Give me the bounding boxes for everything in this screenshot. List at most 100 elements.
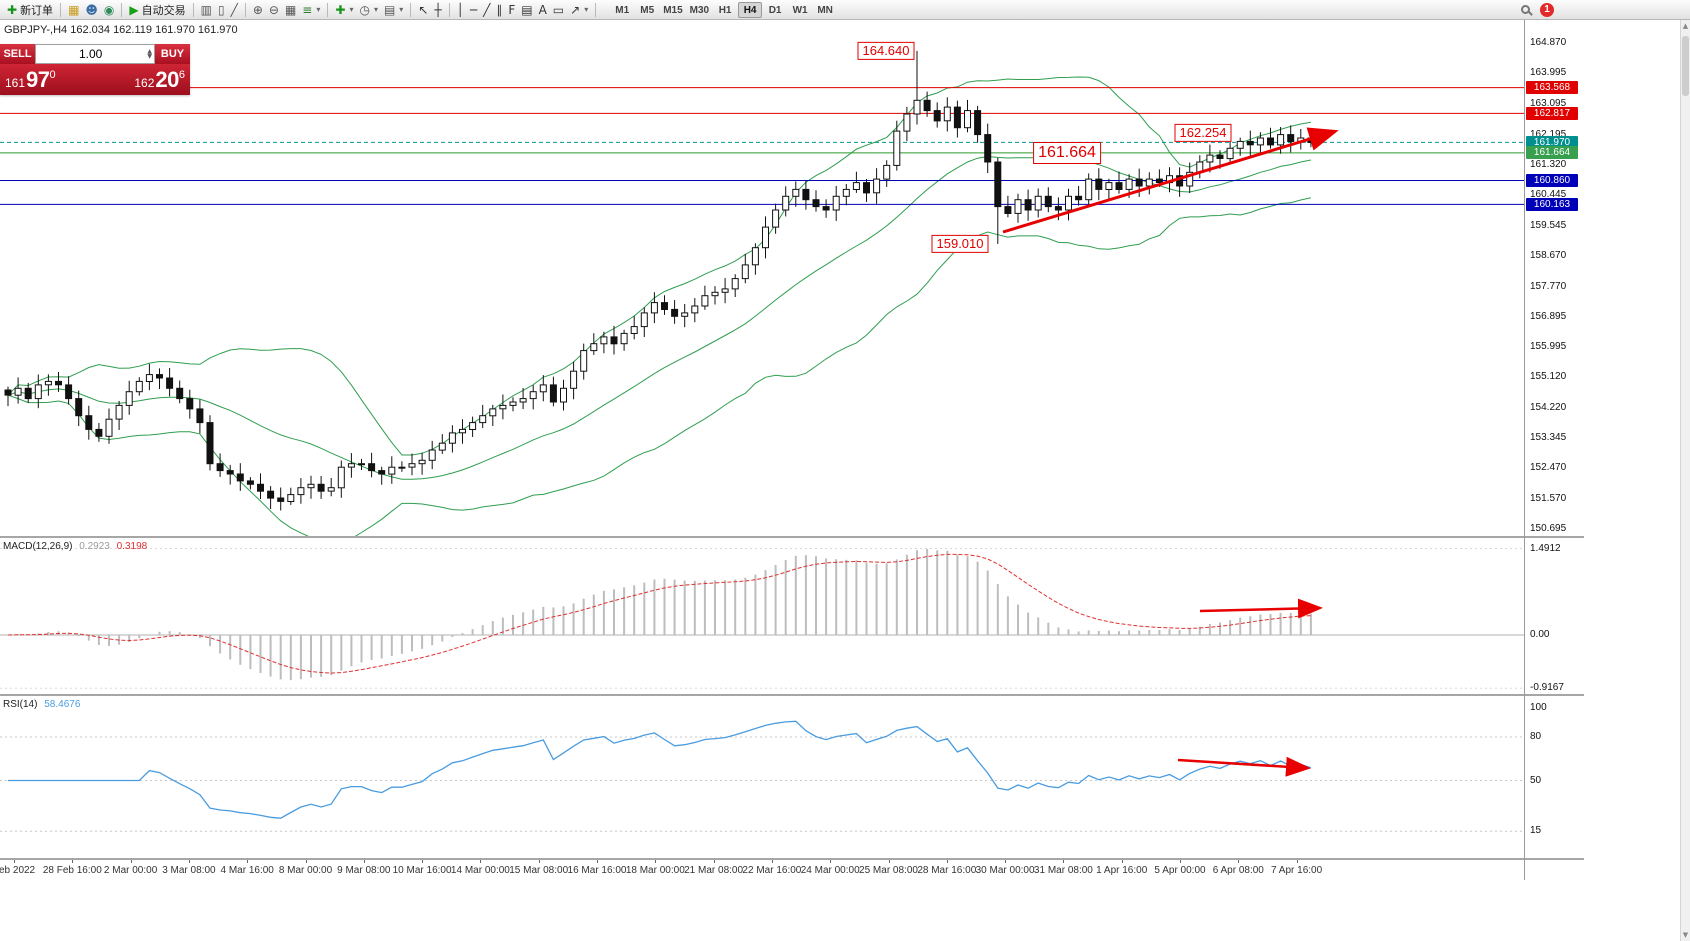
time-axis-tick <box>1180 860 1181 863</box>
scroll-up-arrow[interactable]: ▲ <box>1682 22 1689 30</box>
rsi-indicator-panel[interactable] <box>0 696 1524 858</box>
text-icon-glyph: A <box>538 2 547 17</box>
macd-scale-label: 1.4912 <box>1530 542 1561 554</box>
macd-name: MACD(12,26,9) <box>3 541 73 552</box>
price-level-badge[interactable]: 163.568 <box>1526 81 1578 95</box>
timeframe-m30[interactable]: M30 <box>689 4 710 16</box>
zoom-in-icon[interactable]: ⊕ <box>250 1 266 19</box>
time-axis-tick <box>1063 860 1065 863</box>
time-axis-label: 31 Mar 08:00 <box>1033 865 1093 876</box>
timeframe-w1[interactable]: W1 <box>792 4 808 16</box>
price-axis-tick: 152.470 <box>1530 462 1567 474</box>
new-order-button-label: 新订单 <box>20 4 54 17</box>
price-axis-tick: 162.195 <box>1530 128 1567 140</box>
price-level-badge[interactable]: 160.163 <box>1526 197 1578 211</box>
trendline-icon[interactable]: ╱ <box>480 1 493 19</box>
price-level-badge[interactable]: 161.664 <box>1526 146 1578 160</box>
buy-button[interactable]: BUY <box>155 44 190 64</box>
add-indicator-icon[interactable]: ✚ ▾ <box>332 1 356 19</box>
rsi-scale-label: 100 <box>1530 702 1547 713</box>
scroll-down-arrow[interactable]: ▼ <box>1682 931 1689 939</box>
timeframe-m15[interactable]: M15 <box>663 4 683 16</box>
autotrading-button[interactable]: ▶ 自动交易 <box>126 1 188 19</box>
horizontal-line-icon[interactable]: ─ <box>467 1 480 19</box>
add-indicator-icon-glyph: ✚ <box>335 2 346 17</box>
rsi-name: RSI(14) <box>3 699 38 710</box>
time-axis-label: 9 Mar 08:00 <box>337 865 391 876</box>
time-axis-tick <box>713 860 715 863</box>
vertical-line-icon-glyph: │ <box>456 2 464 17</box>
crosshair-icon[interactable]: ┼ <box>431 1 444 19</box>
price-axis-tick: 160.445 <box>1530 188 1567 200</box>
timeframe-m1[interactable]: M1 <box>615 4 630 16</box>
panel-splitter[interactable] <box>0 536 1584 538</box>
time-axis-label: 25 Mar 08:00 <box>859 865 918 876</box>
price-level-badge[interactable]: 160.860 <box>1526 174 1578 187</box>
price-annotation[interactable]: 162.254 <box>1174 123 1232 142</box>
vertical-scrollbar[interactable]: ▲ ▼ <box>1680 20 1690 941</box>
new-order-button[interactable]: ✚ 新订单 <box>4 1 56 19</box>
sell-button[interactable]: SELL <box>0 44 35 64</box>
candlestick-series <box>4 50 1315 511</box>
trend-arrow-main <box>1002 127 1339 234</box>
time-axis-label: 2 Mar 00:00 <box>103 865 158 876</box>
macd-signal-line <box>7 553 1311 674</box>
bar-chart-icon[interactable]: ▥ <box>198 1 215 19</box>
macd-indicator-panel[interactable] <box>0 538 1524 694</box>
candlestick-chart-icon[interactable]: ▯ <box>215 1 228 19</box>
price-level-badge[interactable]: 161.970 <box>1526 135 1578 149</box>
symbol-quote-readout: GBPJPY-,H4 162.034 162.119 161.970 161.9… <box>4 24 238 36</box>
text-label-icon[interactable]: ▭ <box>550 1 567 19</box>
tile-windows-icon[interactable]: ▦ <box>282 1 299 19</box>
time-axis-tick <box>363 860 365 863</box>
notification-badge[interactable]: 1 <box>1540 2 1554 17</box>
scrollbar-thumb[interactable] <box>1682 36 1689 96</box>
arrows-icon[interactable]: ↗ ▾ <box>567 1 591 19</box>
dropdown-caret-icon: ▾ <box>584 5 589 14</box>
text-icon[interactable]: A <box>536 1 550 19</box>
timeframe-mn[interactable]: MN <box>817 4 833 16</box>
toolbar-separator <box>244 2 246 17</box>
fibonacci-icon[interactable]: F <box>505 1 518 19</box>
timeframe-d1[interactable]: D1 <box>768 4 782 16</box>
timeframe-m5[interactable]: M5 <box>640 4 655 16</box>
periods-icon[interactable]: ◷ ▾ <box>356 1 381 19</box>
volume-input[interactable] <box>36 47 146 61</box>
price-annotation[interactable]: 164.640 <box>857 41 915 61</box>
buy-price-display[interactable]: 162206 <box>134 66 185 92</box>
time-axis-label: 22 Mar 16:00 <box>742 865 802 876</box>
channel-icon[interactable]: ∥ <box>493 1 505 19</box>
time-axis-tick <box>771 860 773 863</box>
templates-icon[interactable]: ▤ ▾ <box>381 1 406 19</box>
timeframe-h1[interactable]: H1 <box>718 4 732 16</box>
price-annotation[interactable]: 159.010 <box>931 234 989 254</box>
volume-spinner[interactable]: ▲ ▼ <box>147 48 152 60</box>
time-axis-tick <box>188 860 190 863</box>
profile-icon-glyph: ☻ <box>85 2 98 17</box>
market-watch-icon[interactable]: ◉ <box>101 1 117 19</box>
profile-icon[interactable]: ☻ <box>82 1 101 19</box>
toolbar-separator <box>448 2 450 17</box>
time-axis-label: 6 Apr 08:00 <box>1212 865 1264 876</box>
price-level-badge[interactable]: 162.817 <box>1526 106 1578 120</box>
zoom-out-icon[interactable]: ⊖ <box>266 1 282 19</box>
periods-icon-glyph: ◷ <box>359 2 370 17</box>
fibonacci-icon-glyph: F <box>508 2 516 17</box>
line-chart-icon[interactable]: ╱ <box>228 1 241 19</box>
sell-price-display[interactable]: 161970 <box>5 66 56 92</box>
grid-icon[interactable]: ▤ <box>518 1 535 19</box>
indicators-list-icon[interactable]: ≡ ▾ <box>299 1 323 19</box>
cursor-icon[interactable]: ↖ <box>415 1 431 19</box>
time-axis-tick <box>888 860 890 863</box>
zoom-out-icon-glyph: ⊖ <box>268 2 279 17</box>
charts-window-icon[interactable]: ▦ <box>65 1 82 19</box>
panel-splitter[interactable] <box>0 694 1584 696</box>
search-icon[interactable] <box>1521 5 1530 14</box>
price-annotation[interactable]: 161.664 <box>1033 141 1101 164</box>
rsi-value: 58.4676 <box>44 699 81 710</box>
timeframe-h4[interactable]: H4 <box>738 1 763 18</box>
vertical-line-icon[interactable]: │ <box>454 1 467 19</box>
time-axis-label: 28 Mar 16:00 <box>917 865 977 876</box>
volume-field[interactable]: ▲▼ <box>35 44 155 64</box>
main-price-chart[interactable] <box>0 20 1524 536</box>
